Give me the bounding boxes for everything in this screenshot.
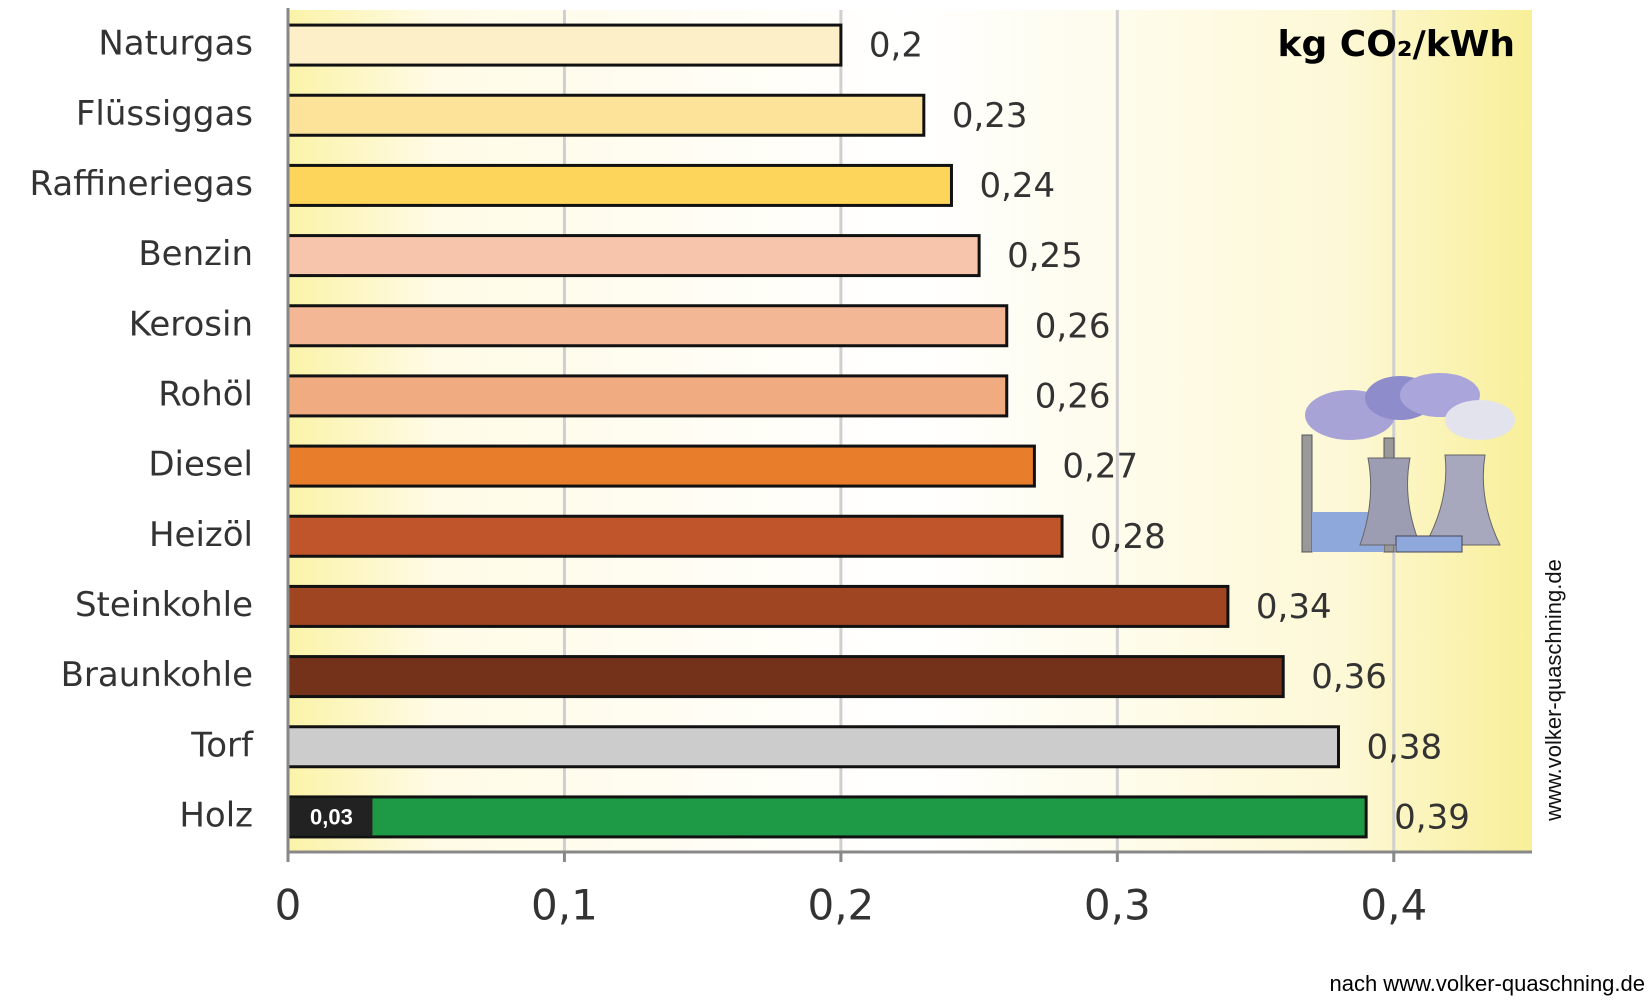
value-label: 0,26 [1035,376,1111,416]
power-plant-icon [1301,373,1515,553]
value-label: 0,34 [1256,587,1332,627]
value-label: 0,25 [1007,236,1083,276]
source-note: nach www.volker-quaschning.de [1329,971,1645,996]
category-label: Benzin [138,234,253,274]
category-label: Rohöl [158,374,253,414]
bar [286,163,953,207]
category-label: Holz [179,795,253,835]
bars: 0,03 [286,23,1368,839]
bar [286,795,1368,839]
inner-value-label: 0,03 [310,805,353,830]
category-label: Kerosin [129,304,253,344]
value-label: 0,39 [1394,797,1470,837]
category-label: Flüssiggas [76,94,253,134]
bar [286,514,1064,558]
value-label: 0,28 [1090,517,1166,557]
value-label: 0,36 [1311,657,1387,697]
bar [286,655,1285,699]
category-label: Naturgas [98,24,253,64]
category-label: Heizöl [149,515,253,555]
category-label: Braunkohle [61,655,253,695]
category-label: Raffineriegas [29,164,253,204]
value-label: 0,23 [952,96,1028,136]
value-label: 0,26 [1035,306,1111,346]
x-tick-label: 0,3 [1084,881,1151,930]
bar [286,584,1230,628]
value-label: 0,24 [979,166,1055,206]
value-label: 0,2 [869,26,923,66]
side-note: www.volker-quaschning.de [1541,559,1566,822]
bar [286,23,843,67]
value-label: 0,27 [1062,447,1138,487]
bar [286,444,1036,488]
bar [286,374,1009,418]
inner-segment [289,798,373,836]
x-tick-label: 0 [275,881,302,930]
category-label: Torf [190,725,254,765]
value-label: 0,38 [1366,727,1442,767]
x-tick-label: 0,1 [531,881,598,930]
chart-title: kg CO₂/kWh [1278,24,1515,65]
bar [286,93,926,137]
x-tick-label: 0,2 [807,881,874,930]
category-label: Diesel [148,445,253,485]
bar [286,234,981,278]
x-tick-label: 0,4 [1360,881,1427,930]
grid [562,10,1396,852]
category-label: Steinkohle [75,585,253,625]
bar [286,304,1009,348]
bar [286,725,1340,769]
